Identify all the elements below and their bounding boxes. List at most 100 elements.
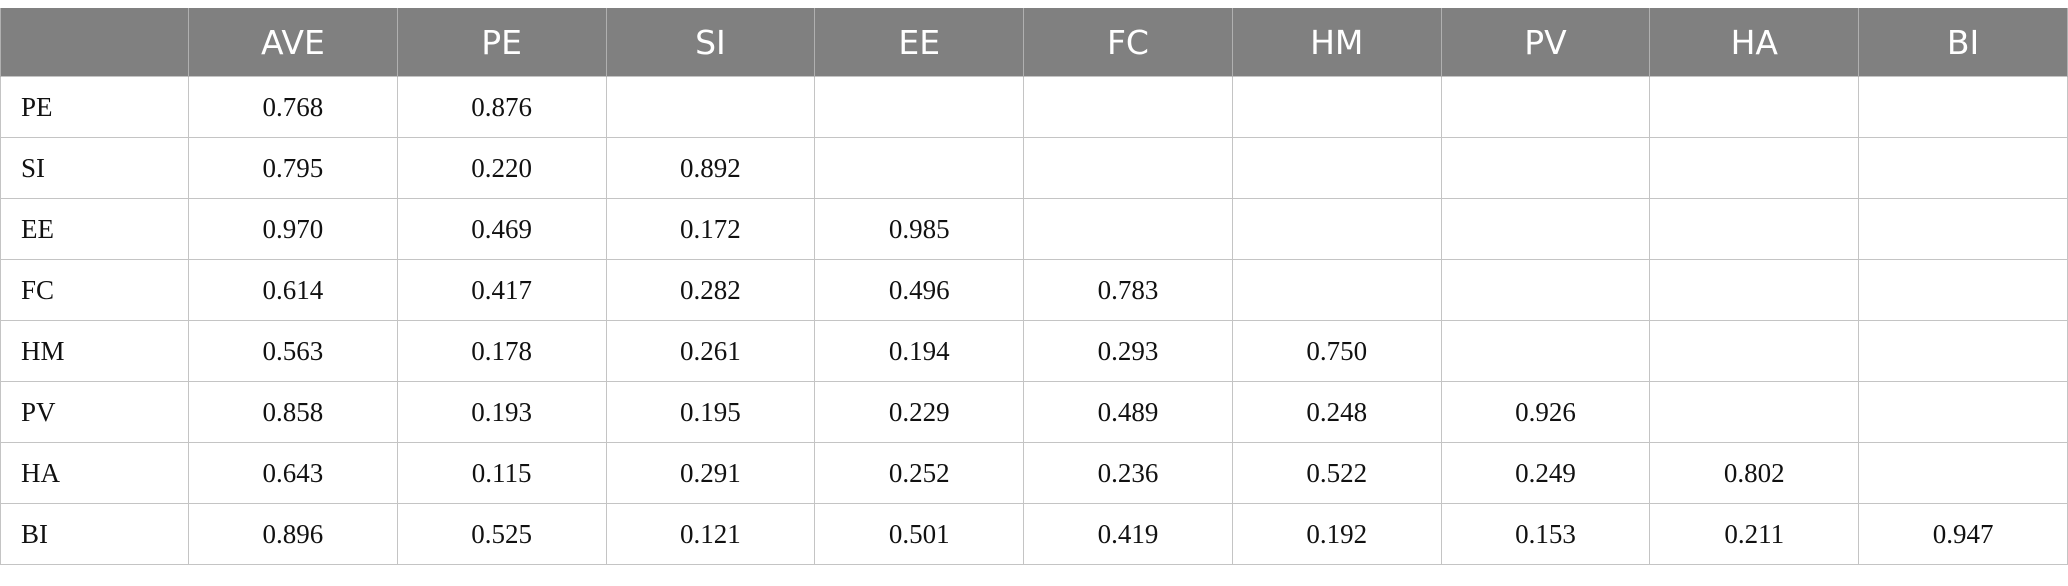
- table-cell: [1231, 259, 1442, 321]
- table-cell: [605, 76, 816, 138]
- table-cell: [1649, 198, 1860, 260]
- table-cell: [1440, 137, 1651, 199]
- header-cell-pv: PV: [1440, 8, 1651, 77]
- row-label: FC: [0, 259, 190, 321]
- table-cell: [1440, 259, 1651, 321]
- table-cell: 0.501: [814, 503, 1025, 565]
- table-cell: 0.768: [188, 76, 398, 138]
- correlation-table: AVE PE SI EE FC HM PV HA BI PE 0.768 0.8…: [0, 8, 2068, 565]
- table-cell: 0.563: [188, 320, 398, 382]
- table-cell: 0.115: [396, 442, 607, 504]
- table-cell: 0.220: [396, 137, 607, 199]
- table-cell: 0.248: [1231, 381, 1442, 443]
- row-label: HA: [0, 442, 190, 504]
- table-row: FC 0.614 0.417 0.282 0.496 0.783: [0, 259, 2068, 321]
- table-cell: 0.614: [188, 259, 398, 321]
- table-cell: 0.291: [605, 442, 816, 504]
- header-cell-fc: FC: [1023, 8, 1233, 77]
- table-cell: 0.876: [396, 76, 607, 138]
- row-label: BI: [0, 503, 190, 565]
- table-cell: 0.795: [188, 137, 398, 199]
- table-cell: 0.419: [1023, 503, 1233, 565]
- table-cell: [1649, 259, 1860, 321]
- table-cell: 0.985: [814, 198, 1025, 260]
- table-cell: [1440, 76, 1651, 138]
- table-cell: [1858, 259, 2068, 321]
- header-cell-ha: HA: [1649, 8, 1860, 77]
- table-cell: [1649, 381, 1860, 443]
- row-label: EE: [0, 198, 190, 260]
- table-cell: 0.783: [1023, 259, 1233, 321]
- table-cell: 0.802: [1649, 442, 1860, 504]
- table-cell: 0.121: [605, 503, 816, 565]
- table-row: SI 0.795 0.220 0.892: [0, 137, 2068, 199]
- table-cell: 0.417: [396, 259, 607, 321]
- table-cell: 0.947: [1858, 503, 2068, 565]
- table-cell: 0.469: [396, 198, 607, 260]
- table-cell: [1649, 137, 1860, 199]
- table-cell: 0.892: [605, 137, 816, 199]
- header-cell-ee: EE: [814, 8, 1025, 77]
- table-cell: [814, 76, 1025, 138]
- table-cell: 0.172: [605, 198, 816, 260]
- row-label: SI: [0, 137, 190, 199]
- table-cell: 0.236: [1023, 442, 1233, 504]
- header-cell-ave: AVE: [188, 8, 398, 77]
- table-cell: 0.896: [188, 503, 398, 565]
- table-cell: [1023, 76, 1233, 138]
- table-cell: 0.153: [1440, 503, 1651, 565]
- table-cell: 0.193: [396, 381, 607, 443]
- table-cell: [1231, 137, 1442, 199]
- table-cell: [1858, 320, 2068, 382]
- table-cell: 0.211: [1649, 503, 1860, 565]
- table-cell: 0.525: [396, 503, 607, 565]
- table-cell: 0.858: [188, 381, 398, 443]
- correlation-table-container: AVE PE SI EE FC HM PV HA BI PE 0.768 0.8…: [0, 8, 2068, 565]
- table-cell: 0.252: [814, 442, 1025, 504]
- table-cell: 0.926: [1440, 381, 1651, 443]
- table-cell: [1858, 76, 2068, 138]
- table-row: PE 0.768 0.876: [0, 76, 2068, 138]
- table-cell: [814, 137, 1025, 199]
- table-cell: 0.229: [814, 381, 1025, 443]
- table-cell: [1231, 198, 1442, 260]
- table-cell: [1858, 442, 2068, 504]
- table-cell: [1858, 137, 2068, 199]
- table-cell: 0.194: [814, 320, 1025, 382]
- header-cell-corner: [0, 8, 190, 77]
- header-cell-si: SI: [605, 8, 816, 77]
- table-row: PV 0.858 0.193 0.195 0.229 0.489 0.248 0…: [0, 381, 2068, 443]
- table-row: HA 0.643 0.115 0.291 0.252 0.236 0.522 0…: [0, 442, 2068, 504]
- table-row: EE 0.970 0.469 0.172 0.985: [0, 198, 2068, 260]
- header-cell-hm: HM: [1231, 8, 1442, 77]
- table-cell: 0.970: [188, 198, 398, 260]
- header-cell-pe: PE: [396, 8, 607, 77]
- table-row: BI 0.896 0.525 0.121 0.501 0.419 0.192 0…: [0, 503, 2068, 565]
- table-cell: [1440, 320, 1651, 382]
- table-cell: 0.643: [188, 442, 398, 504]
- table-cell: 0.178: [396, 320, 607, 382]
- table-row: HM 0.563 0.178 0.261 0.194 0.293 0.750: [0, 320, 2068, 382]
- table-cell: [1231, 76, 1442, 138]
- table-cell: [1440, 198, 1651, 260]
- table-cell: 0.489: [1023, 381, 1233, 443]
- table-cell: [1023, 137, 1233, 199]
- table-cell: 0.261: [605, 320, 816, 382]
- row-label: PV: [0, 381, 190, 443]
- table-cell: 0.282: [605, 259, 816, 321]
- header-cell-bi: BI: [1858, 8, 2068, 77]
- table-cell: 0.195: [605, 381, 816, 443]
- table-cell: 0.293: [1023, 320, 1233, 382]
- row-label: PE: [0, 76, 190, 138]
- table-cell: [1858, 198, 2068, 260]
- header-row: AVE PE SI EE FC HM PV HA BI: [0, 8, 2068, 77]
- table-cell: 0.522: [1231, 442, 1442, 504]
- row-label: HM: [0, 320, 190, 382]
- table-cell: [1023, 198, 1233, 260]
- table-cell: 0.750: [1231, 320, 1442, 382]
- table-cell: [1858, 381, 2068, 443]
- table-cell: 0.249: [1440, 442, 1651, 504]
- table-cell: 0.192: [1231, 503, 1442, 565]
- table-cell: 0.496: [814, 259, 1025, 321]
- table-cell: [1649, 320, 1860, 382]
